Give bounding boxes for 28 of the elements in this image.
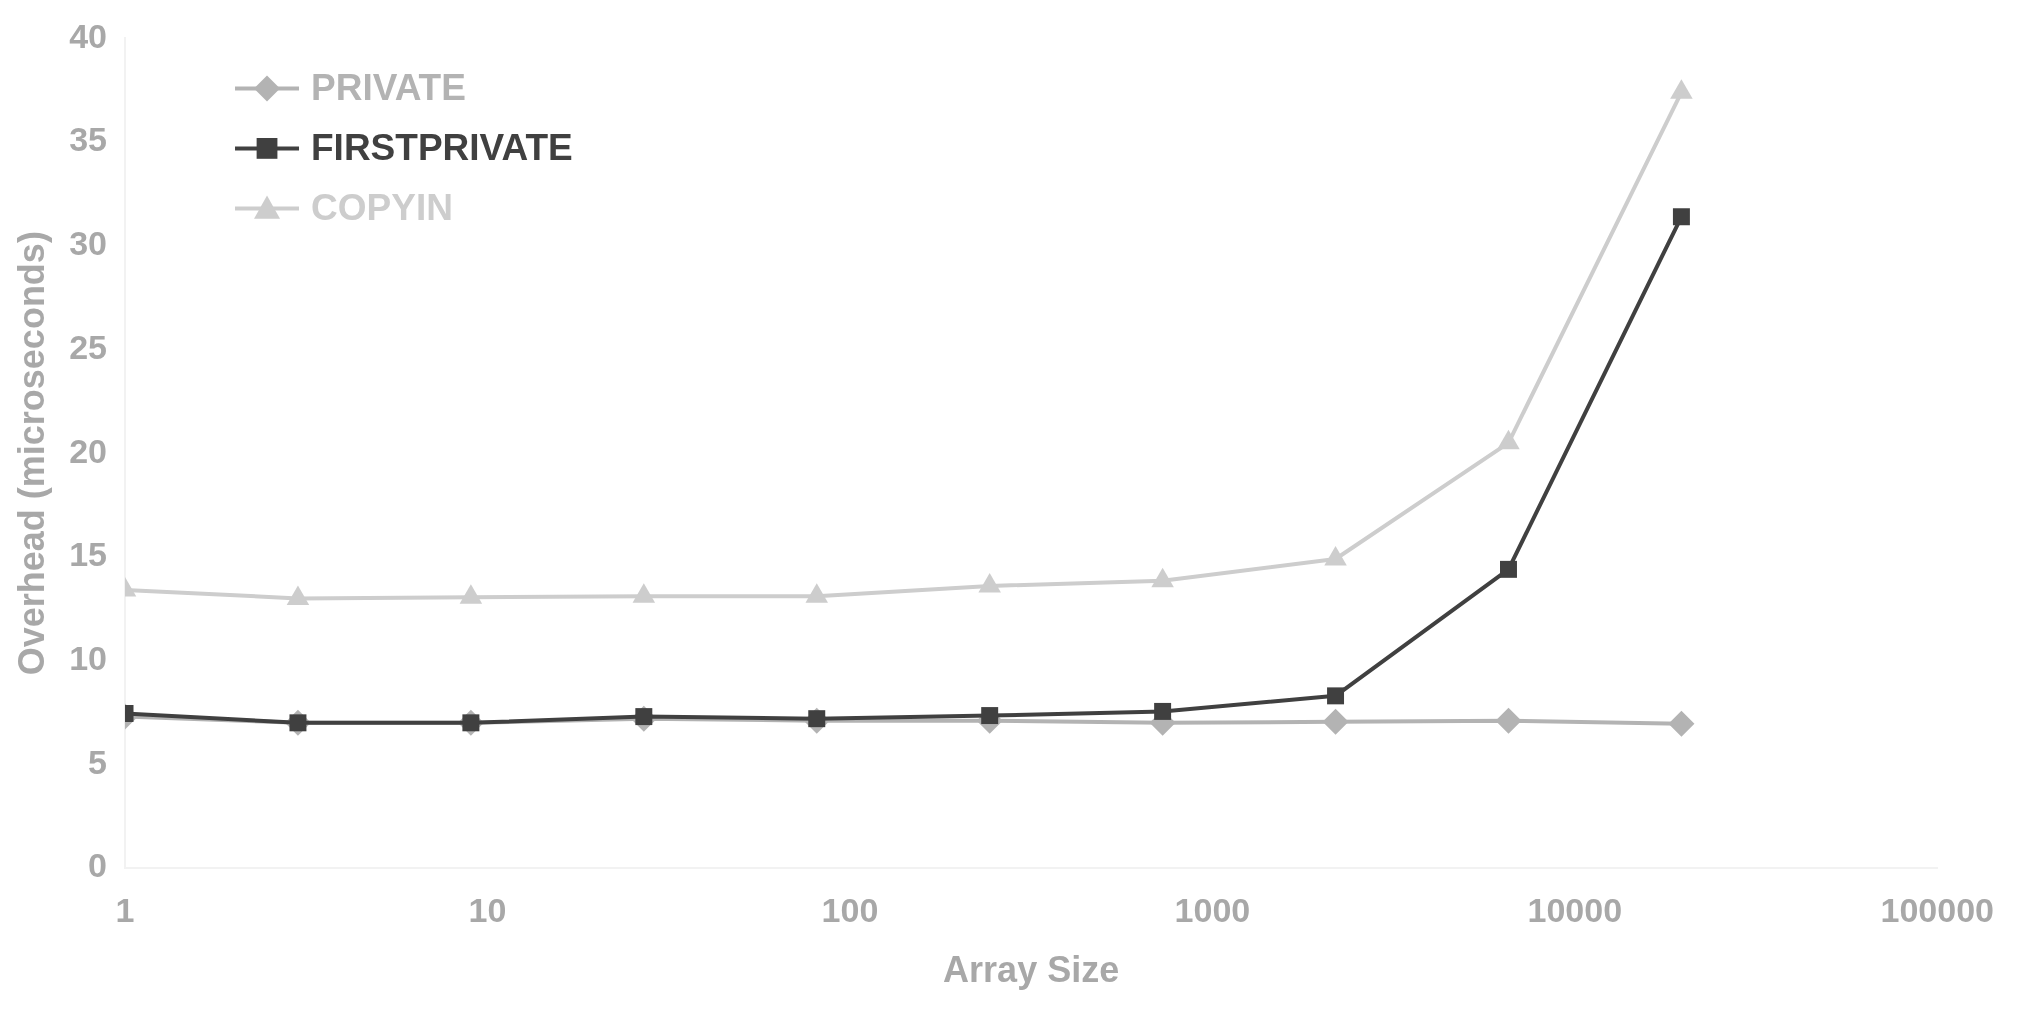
x-tick-label: 10 [468, 890, 507, 929]
x-tick-label: 100000 [1880, 890, 1995, 929]
x-tick-label: 10000 [1527, 890, 1623, 929]
x-tick-label: 1 [115, 890, 135, 929]
point [1668, 710, 1695, 737]
point [1500, 560, 1517, 578]
point [1327, 687, 1345, 705]
y-tick-label: 0 [88, 846, 108, 885]
y-tick-label: 10 [69, 638, 108, 677]
y-tick-label: 30 [69, 224, 108, 263]
x-axis-title: Array Size [943, 949, 1120, 991]
y-tick-label: 35 [69, 120, 108, 159]
y-tick-label: 5 [88, 742, 108, 781]
legend-label: PRIVATE [311, 66, 466, 108]
y-tick-label: 15 [69, 535, 108, 574]
y-tick-label: 40 [69, 16, 108, 55]
point [1322, 708, 1349, 735]
legend-label: FIRSTPRIVATE [311, 126, 573, 168]
point [1495, 707, 1522, 734]
y-tick-label: 20 [69, 431, 108, 470]
point [1154, 702, 1172, 720]
y-axis-title: Overhead (microseconds) [10, 231, 52, 676]
point [981, 707, 999, 725]
point [1497, 429, 1520, 450]
y-tick-label: 25 [69, 327, 108, 366]
x-tick-label: 1000 [1174, 890, 1251, 929]
x-tick-label: 100 [821, 890, 879, 929]
point [1670, 79, 1693, 99]
